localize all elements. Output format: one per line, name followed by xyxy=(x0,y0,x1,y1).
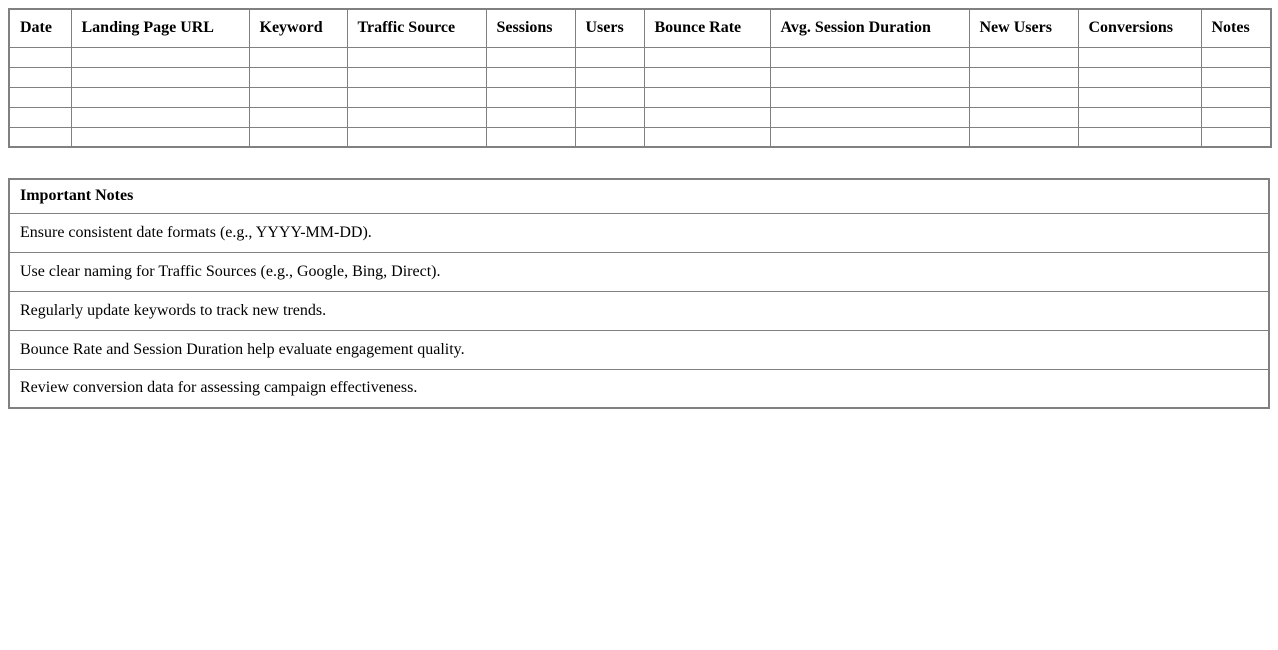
empty-cell-date[interactable] xyxy=(8,66,72,88)
note-item: Ensure consistent date formats (e.g., YY… xyxy=(8,212,1270,253)
empty-cell-keyword[interactable] xyxy=(248,46,348,68)
empty-cell-date[interactable] xyxy=(8,126,72,148)
empty-cell-bounce-rate[interactable] xyxy=(643,46,771,68)
empty-cell-landing-page-url[interactable] xyxy=(70,106,250,128)
empty-cell-sessions[interactable] xyxy=(485,46,576,68)
empty-cell-keyword[interactable] xyxy=(248,126,348,148)
empty-cell-conversions[interactable] xyxy=(1077,86,1202,108)
empty-cell-new-users[interactable] xyxy=(968,126,1079,148)
empty-cell-avg-session-duration[interactable] xyxy=(769,126,970,148)
notes-section-title: Important Notes xyxy=(8,178,1270,214)
column-header-notes: Notes xyxy=(1200,8,1272,48)
table-row xyxy=(8,86,1272,108)
empty-cell-traffic-source[interactable] xyxy=(346,126,487,148)
column-header-traffic-source: Traffic Source xyxy=(346,8,487,48)
empty-cell-keyword[interactable] xyxy=(248,66,348,88)
column-header-sessions: Sessions xyxy=(485,8,576,48)
empty-cell-notes[interactable] xyxy=(1200,66,1272,88)
note-row: Ensure consistent date formats (e.g., YY… xyxy=(8,212,1270,253)
empty-cell-landing-page-url[interactable] xyxy=(70,126,250,148)
empty-cell-date[interactable] xyxy=(8,46,72,68)
empty-cell-keyword[interactable] xyxy=(248,106,348,128)
column-header-keyword: Keyword xyxy=(248,8,348,48)
empty-cell-keyword[interactable] xyxy=(248,86,348,108)
empty-cell-landing-page-url[interactable] xyxy=(70,46,250,68)
landing-page-tracking-table: Date Landing Page URL Keyword Traffic Sourc… xyxy=(8,8,1272,148)
empty-cell-sessions[interactable] xyxy=(485,106,576,128)
empty-cell-sessions[interactable] xyxy=(485,126,576,148)
empty-cell-notes[interactable] xyxy=(1200,106,1272,128)
table-row xyxy=(8,106,1272,128)
empty-cell-users[interactable] xyxy=(574,106,645,128)
empty-cell-users[interactable] xyxy=(574,86,645,108)
table-row xyxy=(8,66,1272,88)
empty-cell-date[interactable] xyxy=(8,86,72,108)
empty-cell-avg-session-duration[interactable] xyxy=(769,66,970,88)
empty-cell-users[interactable] xyxy=(574,66,645,88)
empty-cell-bounce-rate[interactable] xyxy=(643,66,771,88)
empty-cell-traffic-source[interactable] xyxy=(346,66,487,88)
empty-cell-landing-page-url[interactable] xyxy=(70,86,250,108)
empty-cell-conversions[interactable] xyxy=(1077,66,1202,88)
note-item: Bounce Rate and Session Duration help ev… xyxy=(8,329,1270,370)
note-row: Use clear naming for Traffic Sources (e.… xyxy=(8,251,1270,292)
empty-cell-new-users[interactable] xyxy=(968,86,1079,108)
empty-cell-conversions[interactable] xyxy=(1077,106,1202,128)
note-row: Bounce Rate and Session Duration help ev… xyxy=(8,329,1270,370)
empty-cell-avg-session-duration[interactable] xyxy=(769,86,970,108)
table-row xyxy=(8,126,1272,148)
empty-cell-notes[interactable] xyxy=(1200,46,1272,68)
empty-cell-conversions[interactable] xyxy=(1077,46,1202,68)
note-row: Regularly update keywords to track new t… xyxy=(8,290,1270,331)
empty-cell-notes[interactable] xyxy=(1200,86,1272,108)
important-notes-table: Important Notes Ensure consistent date f… xyxy=(8,178,1270,409)
empty-cell-landing-page-url[interactable] xyxy=(70,66,250,88)
empty-cell-bounce-rate[interactable] xyxy=(643,86,771,108)
column-header-users: Users xyxy=(574,8,645,48)
empty-cell-traffic-source[interactable] xyxy=(346,106,487,128)
empty-cell-avg-session-duration[interactable] xyxy=(769,106,970,128)
empty-cell-users[interactable] xyxy=(574,126,645,148)
table-row xyxy=(8,46,1272,68)
empty-cell-sessions[interactable] xyxy=(485,86,576,108)
column-header-date: Date xyxy=(8,8,72,48)
empty-cell-new-users[interactable] xyxy=(968,46,1079,68)
empty-cell-conversions[interactable] xyxy=(1077,126,1202,148)
empty-cell-traffic-source[interactable] xyxy=(346,86,487,108)
note-row: Review conversion data for assessing cam… xyxy=(8,368,1270,409)
empty-cell-bounce-rate[interactable] xyxy=(643,106,771,128)
column-header-avg-session-duration: Avg. Session Duration xyxy=(769,8,970,48)
column-header-new-users: New Users xyxy=(968,8,1079,48)
empty-cell-sessions[interactable] xyxy=(485,66,576,88)
empty-cell-bounce-rate[interactable] xyxy=(643,126,771,148)
empty-cell-avg-session-duration[interactable] xyxy=(769,46,970,68)
note-item: Review conversion data for assessing cam… xyxy=(8,368,1270,409)
empty-cell-notes[interactable] xyxy=(1200,126,1272,148)
note-item: Regularly update keywords to track new t… xyxy=(8,290,1270,331)
empty-cell-traffic-source[interactable] xyxy=(346,46,487,68)
column-header-landing-page-url: Landing Page URL xyxy=(70,8,250,48)
notes-header-row: Important Notes xyxy=(8,178,1270,214)
column-header-bounce-rate: Bounce Rate xyxy=(643,8,771,48)
empty-cell-new-users[interactable] xyxy=(968,66,1079,88)
header-row: Date Landing Page URL Keyword Traffic Sourc… xyxy=(8,8,1272,48)
empty-cell-users[interactable] xyxy=(574,46,645,68)
note-item: Use clear naming for Traffic Sources (e.… xyxy=(8,251,1270,292)
empty-cell-new-users[interactable] xyxy=(968,106,1079,128)
empty-cell-date[interactable] xyxy=(8,106,72,128)
column-header-conversions: Conversions xyxy=(1077,8,1202,48)
